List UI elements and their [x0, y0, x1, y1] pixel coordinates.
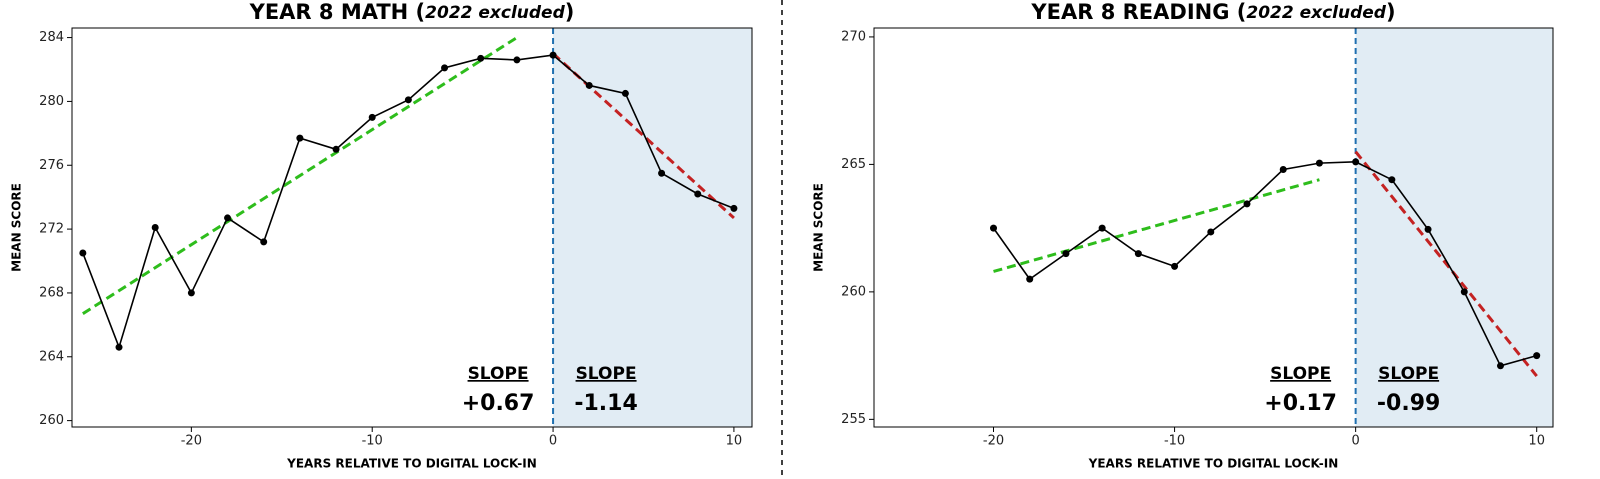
- data-point: [1388, 176, 1396, 184]
- data-point: [1243, 200, 1251, 208]
- data-point: [621, 89, 629, 97]
- y-tick-label: 265: [841, 157, 866, 172]
- data-point: [1352, 158, 1360, 166]
- slope-heading: SLOPE: [1378, 364, 1439, 384]
- title-part: YEAR 8 MATH (: [249, 0, 426, 24]
- x-tick-label: -10: [362, 434, 383, 449]
- data-point: [1026, 275, 1034, 283]
- x-tick-label: -20: [983, 434, 1004, 449]
- plot-frame: [873, 27, 1554, 428]
- x-tick-label: 0: [1351, 434, 1359, 449]
- data-point: [658, 169, 666, 177]
- data-point: [1279, 165, 1287, 173]
- data-point: [549, 51, 557, 59]
- title-part: 2022 excluded: [1246, 3, 1386, 23]
- data-point: [513, 56, 521, 64]
- slope-value: +0.17: [1264, 391, 1337, 416]
- slope-heading: SLOPE: [468, 364, 529, 384]
- y-tick-label: 284: [39, 30, 64, 45]
- data-point: [115, 343, 123, 351]
- data-point: [296, 134, 304, 142]
- title-part: 2022 excluded: [425, 3, 565, 23]
- data-point: [694, 190, 702, 198]
- data-point: [1424, 225, 1432, 233]
- y-tick-label: 270: [841, 29, 866, 44]
- data-point: [1315, 159, 1323, 167]
- data-point: [404, 96, 412, 104]
- data-point: [1098, 224, 1106, 232]
- x-axis-label: YEARS RELATIVE TO DIGITAL LOCK-IN: [286, 457, 537, 471]
- data-point: [224, 214, 232, 222]
- y-tick-label: 280: [39, 94, 64, 109]
- trend-line: [1354, 150, 1538, 377]
- y-tick-label: 272: [39, 222, 64, 237]
- data-point: [151, 224, 159, 231]
- data-point: [1460, 288, 1468, 296]
- y-tick-label: 255: [841, 412, 866, 427]
- x-tick-label: 0: [549, 434, 557, 449]
- data-point: [477, 54, 485, 62]
- x-tick-label: 10: [726, 434, 743, 449]
- data-point: [187, 289, 195, 297]
- data-point: [1062, 250, 1070, 258]
- y-axis-label: MEAN SCORE: [812, 183, 826, 272]
- shaded-region: [553, 28, 752, 427]
- y-tick-label: 260: [39, 413, 64, 428]
- slope-value: -1.14: [574, 391, 637, 416]
- data-point: [1496, 362, 1504, 370]
- x-tick-label: -10: [1164, 434, 1185, 449]
- y-tick-label: 260: [841, 284, 866, 299]
- data-point: [1134, 250, 1142, 258]
- title-part: YEAR 8 READING (: [1030, 0, 1246, 24]
- trend-line: [993, 178, 1320, 273]
- y-tick-label: 264: [39, 349, 64, 364]
- slope-value: -0.99: [1377, 391, 1440, 416]
- y-tick-label: 268: [39, 285, 64, 300]
- y-tick-label: 276: [39, 158, 64, 173]
- data-point: [990, 224, 998, 232]
- chart-title: YEAR 8 READING (2022 excluded): [1030, 0, 1395, 24]
- chart-title: YEAR 8 MATH (2022 excluded): [249, 0, 575, 24]
- data-point: [1533, 352, 1541, 360]
- slope-value: +0.67: [462, 391, 535, 416]
- data-point: [332, 145, 340, 153]
- trend-line: [82, 36, 518, 315]
- x-tick-label: 10: [1528, 434, 1545, 449]
- title-part: ): [565, 0, 575, 24]
- slope-heading: SLOPE: [576, 364, 637, 384]
- title-part: ): [1386, 0, 1396, 24]
- slope-heading: SLOPE: [1270, 364, 1331, 384]
- data-point: [441, 64, 449, 72]
- plot-frame: [71, 27, 753, 428]
- x-tick-label: -20: [181, 434, 202, 449]
- x-axis-label: YEARS RELATIVE TO DIGITAL LOCK-IN: [1088, 457, 1339, 471]
- data-line: [992, 161, 1537, 367]
- data-point: [585, 81, 593, 89]
- data-point: [1207, 228, 1215, 236]
- y-axis-label: MEAN SCORE: [10, 183, 24, 272]
- data-point: [79, 249, 87, 257]
- data-point: [1171, 262, 1179, 270]
- data-point: [368, 113, 376, 121]
- data-point: [260, 238, 268, 246]
- data-point: [730, 204, 738, 212]
- trend-line: [552, 52, 735, 220]
